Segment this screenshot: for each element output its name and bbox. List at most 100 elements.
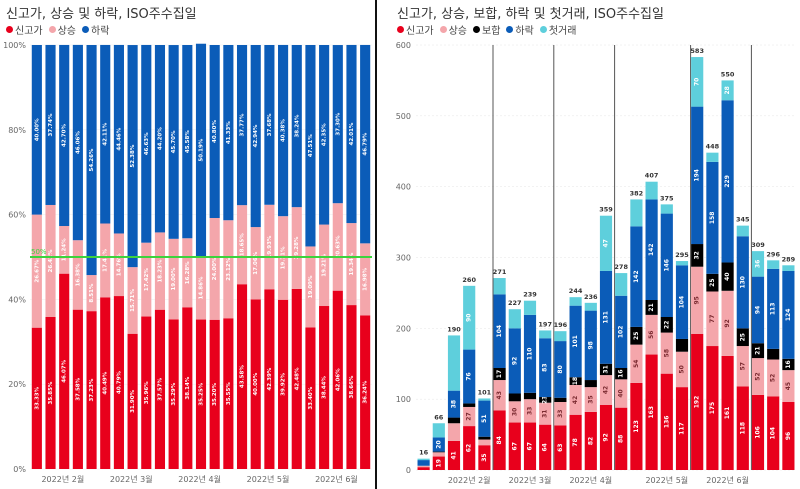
- legend-item-new-high[interactable]: 신고가: [6, 22, 43, 37]
- bar-segment: [264, 204, 275, 290]
- bar-segment: [691, 266, 704, 334]
- bar-segment: [767, 348, 780, 360]
- bar-segment: [751, 358, 765, 395]
- bar-segment: [751, 251, 765, 277]
- data-label: 82: [587, 437, 594, 445]
- bar-segment: [59, 273, 70, 469]
- bar-segment: [539, 424, 552, 470]
- data-label: 77: [709, 315, 716, 323]
- bar-segment: [721, 100, 734, 263]
- legend-item-fall[interactable]: 하락: [82, 22, 109, 37]
- bar-segment: [523, 300, 537, 315]
- bar-segment: [72, 44, 83, 241]
- bar-segment: [508, 309, 521, 329]
- bar-segment: [45, 204, 56, 317]
- data-label: 41.33%: [226, 121, 232, 144]
- bar-segment: [319, 306, 330, 469]
- bar-segment: [767, 359, 780, 397]
- data-label: 37.23%: [89, 378, 95, 401]
- bar-segment: [630, 344, 643, 383]
- data-label: 146: [663, 259, 670, 272]
- bar-segment: [463, 426, 476, 470]
- x-axis-label: 2022년 5월: [645, 475, 688, 485]
- data-label: 123: [633, 420, 640, 433]
- bar-segment: [508, 393, 521, 402]
- data-label: 17.41%: [103, 248, 109, 271]
- legend-item-rise[interactable]: 상승: [439, 22, 467, 37]
- legend-label: 상승: [57, 26, 77, 37]
- legend-dot-icon: [539, 26, 547, 33]
- legend-item-rise[interactable]: 상승: [48, 22, 77, 37]
- total-label: 271: [493, 268, 507, 276]
- total-label: 244: [569, 287, 583, 295]
- y-tick-label: 0: [406, 466, 411, 475]
- legend-item-new-listing[interactable]: 첫거래: [539, 22, 577, 37]
- data-label: 46.06%: [75, 131, 81, 154]
- total-label: 197: [538, 320, 552, 328]
- data-label: 44.46%: [116, 127, 122, 150]
- data-label: 35.29%: [171, 382, 177, 405]
- x-axis-label: 2022년 2월: [448, 475, 491, 485]
- bar-segment: [554, 331, 567, 342]
- bar-segment: [154, 309, 166, 469]
- legend-item-new-high[interactable]: 신고가: [397, 22, 434, 37]
- bar-segment: [223, 45, 234, 221]
- bar-segment: [319, 224, 330, 307]
- bar-segment: [478, 400, 491, 437]
- bar-segment: [278, 299, 289, 469]
- bar-segment: [493, 380, 506, 411]
- bar-segment: [751, 276, 765, 344]
- bar-segment: [346, 44, 357, 224]
- data-label: 19.21%: [322, 253, 328, 276]
- data-label: 32: [694, 251, 701, 259]
- data-label: 161: [724, 407, 731, 420]
- legend-item-flat[interactable]: 보합: [473, 22, 500, 37]
- y-tick-label: 60%: [8, 211, 26, 220]
- bar-segment: [675, 338, 689, 352]
- legend-item-fall[interactable]: 하락: [506, 22, 534, 37]
- data-label: 37.77%: [240, 113, 246, 136]
- x-axis-label: 2022년 6월: [315, 474, 358, 484]
- bar-segment: [508, 422, 521, 470]
- data-label: 40.00%: [253, 372, 259, 395]
- data-label: 42: [603, 386, 610, 394]
- bar-segment: [539, 402, 552, 425]
- bar-segment: [182, 307, 193, 469]
- data-label: 21: [755, 346, 762, 354]
- bar-segment: [264, 45, 275, 205]
- bar-segment: [675, 261, 689, 266]
- legend-dot-icon: [397, 26, 404, 33]
- data-label: 52.38%: [130, 144, 136, 167]
- data-label: 35.96%: [144, 381, 150, 404]
- bar-segment: [305, 327, 316, 469]
- data-label: 25: [739, 333, 746, 341]
- bar-segment: [584, 310, 597, 381]
- data-label: 45: [785, 382, 792, 390]
- data-label: 45.58%: [185, 130, 191, 153]
- data-label: 33: [557, 410, 564, 418]
- bar-segment: [630, 226, 643, 327]
- bar-segment: [332, 203, 343, 291]
- bar-segment: [59, 226, 70, 274]
- data-label: 11.24%: [62, 238, 68, 261]
- bar-segment: [599, 404, 613, 470]
- data-label: 118: [739, 422, 746, 435]
- data-label: 42.35%: [322, 123, 328, 146]
- bar-segment: [675, 387, 689, 470]
- data-label: 19: [435, 459, 442, 467]
- bar-segment: [346, 223, 357, 306]
- data-label: 158: [709, 212, 716, 225]
- data-label: 95: [694, 296, 701, 304]
- bar-segment: [447, 335, 461, 391]
- bar-segment: [86, 275, 97, 312]
- bar-segment: [615, 407, 628, 470]
- data-label: 16.28%: [185, 261, 191, 284]
- bar-segment: [195, 43, 207, 257]
- bar-segment: [168, 45, 179, 239]
- bar-segment: [539, 330, 552, 339]
- legend-label: 첫거래: [548, 26, 577, 37]
- legend-dot-icon: [48, 26, 56, 33]
- x-axis-label: 2022년 5월: [247, 474, 290, 484]
- bar-segment: [554, 341, 567, 398]
- data-label: 35: [481, 453, 488, 461]
